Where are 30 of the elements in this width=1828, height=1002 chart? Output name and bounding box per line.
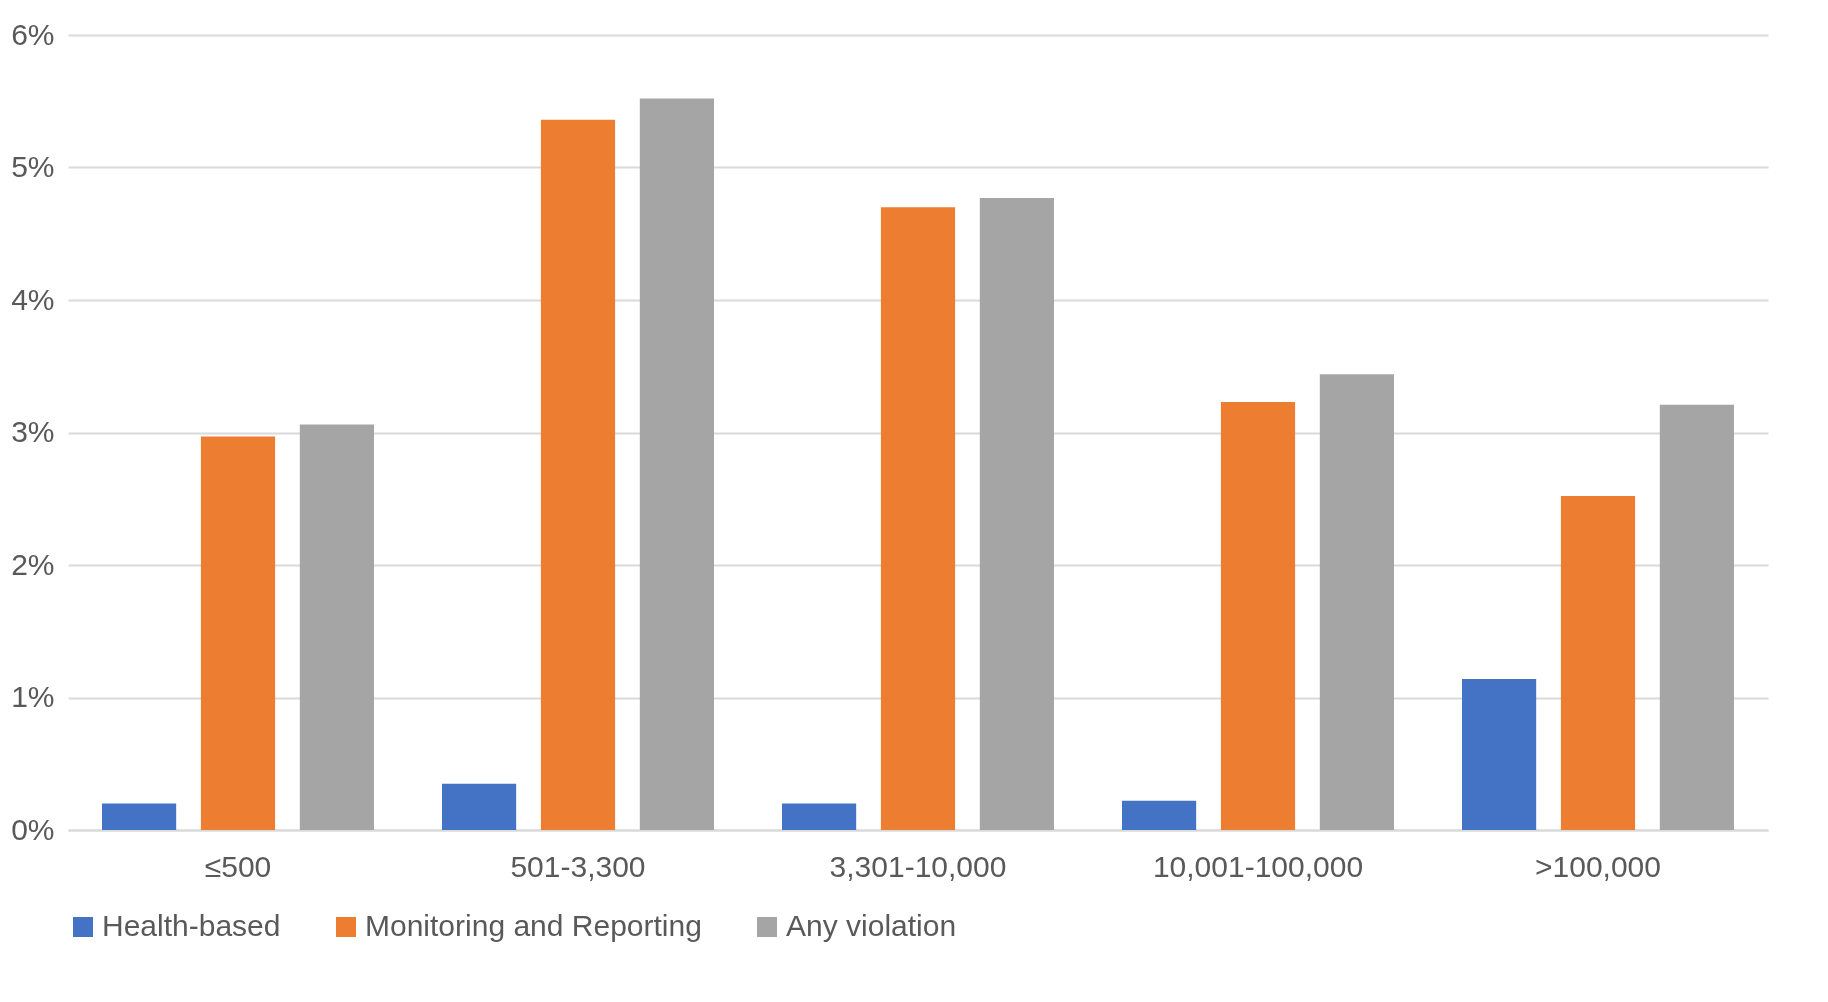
bar <box>1659 404 1734 830</box>
x-tick-label: 501-3,300 <box>510 849 646 883</box>
bar <box>1220 402 1296 830</box>
y-tick-label: 0% <box>11 812 55 846</box>
legend-label: Monitoring and Reporting <box>365 909 702 942</box>
legend-label: Health-based <box>102 909 281 942</box>
bar <box>979 197 1054 830</box>
x-tick-label: 10,001-100,000 <box>1152 849 1364 883</box>
bar <box>102 803 177 830</box>
bar <box>1319 374 1394 830</box>
x-tick-label: ≤500 <box>204 849 272 883</box>
y-tick-label: 1% <box>11 680 55 713</box>
bar <box>1462 678 1537 830</box>
bar <box>782 803 857 830</box>
y-tick-label: 6% <box>11 17 55 51</box>
legend-label: Any violation <box>786 909 957 942</box>
bar <box>1122 800 1197 830</box>
bar <box>299 424 374 830</box>
bar <box>200 436 276 830</box>
bar <box>639 98 714 830</box>
y-tick-label: 4% <box>11 282 55 316</box>
y-tick-label: 3% <box>11 415 55 448</box>
bar <box>1560 496 1636 830</box>
bar <box>540 119 616 830</box>
y-tick-label: 5% <box>11 150 55 183</box>
x-tick-label: 3,301-10,000 <box>829 849 1007 883</box>
x-tick-label: >100,000 <box>1535 849 1661 883</box>
y-tick-label: 2% <box>11 547 55 581</box>
bar <box>880 207 956 830</box>
bar <box>442 783 517 830</box>
